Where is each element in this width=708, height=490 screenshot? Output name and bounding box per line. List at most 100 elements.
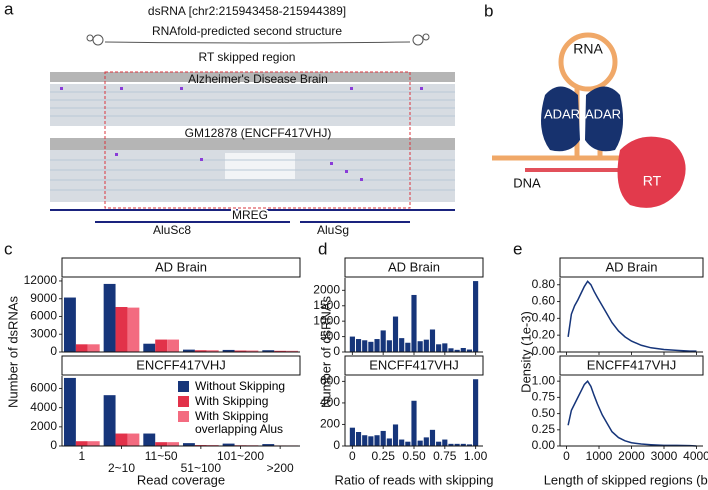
bar xyxy=(222,443,235,446)
facet-title: AD Brain xyxy=(605,259,657,274)
histogram-bar xyxy=(436,344,442,352)
y-tick-label: 400 xyxy=(320,395,340,409)
facet-title: ENCFF417VHJ xyxy=(369,357,459,372)
bar xyxy=(143,433,156,446)
histogram-bar xyxy=(380,430,386,446)
histogram-bar xyxy=(399,338,405,352)
y-tick-label: 0.60 xyxy=(532,294,556,308)
histogram-bar xyxy=(442,343,448,352)
bar xyxy=(155,442,168,446)
histogram-bar xyxy=(473,281,479,352)
legend-swatch xyxy=(178,411,189,422)
legend-entry: Without Skipping xyxy=(178,380,305,393)
facet-strip xyxy=(559,257,704,278)
legend-swatch xyxy=(178,381,189,392)
x-axis-label: Read coverage xyxy=(137,472,225,487)
histogram-bar xyxy=(374,435,380,446)
y-tick-label: 0 xyxy=(333,344,340,358)
x-tick-label: 1 xyxy=(78,449,85,463)
facet-title: AD Brain xyxy=(155,259,207,274)
y-tick-label: 0.50 xyxy=(532,406,556,420)
facet-title: ENCFF417VHJ xyxy=(587,357,677,372)
histogram-bar xyxy=(460,347,466,352)
histogram-bar xyxy=(362,435,368,446)
x-tick-label: 0 xyxy=(349,449,356,463)
bar xyxy=(206,350,219,352)
alu-label: AluSg xyxy=(317,223,349,237)
y-tick-label: 6000 xyxy=(30,381,57,395)
histogram-bar xyxy=(429,429,436,446)
y-tick-label: 1000 xyxy=(313,313,340,327)
x-tick-label: 2000 xyxy=(618,449,645,463)
y-tick-label: 6000 xyxy=(30,309,57,323)
y-tick-label: 0 xyxy=(50,438,57,452)
histogram-bar xyxy=(466,349,473,352)
bar xyxy=(262,350,275,352)
bar xyxy=(246,350,259,352)
bar xyxy=(115,433,128,446)
histogram-bar xyxy=(355,339,362,352)
x-tick-label: 0.25 xyxy=(372,449,396,463)
histogram-bar xyxy=(355,432,362,446)
y-tick-label: 0.00 xyxy=(532,438,556,452)
y-tick-label: 2000 xyxy=(30,419,57,433)
x-axis-label: Ratio of reads with skipping xyxy=(335,472,494,487)
y-tick-label: 4000 xyxy=(30,400,57,414)
histogram-bar xyxy=(386,340,392,352)
bar xyxy=(234,350,247,352)
x-tick-label: 4000 xyxy=(683,449,708,463)
y-tick-label: 200 xyxy=(320,417,340,431)
histogram-bar xyxy=(362,340,368,352)
y-tick-label: 500 xyxy=(320,329,340,343)
panel-letter: d xyxy=(318,239,327,258)
y-tick-label: 600 xyxy=(320,374,340,388)
facet-title: AD Brain xyxy=(388,259,440,274)
y-tick-label: 9000 xyxy=(30,291,57,305)
histogram-bar xyxy=(411,294,417,352)
histogram-bar xyxy=(368,436,374,446)
histogram-bar xyxy=(349,427,355,446)
legend-label: With Skipping overlapping Alus xyxy=(195,409,284,436)
histogram-bar xyxy=(429,329,436,352)
histogram-bar xyxy=(448,443,454,446)
panel-letter: b xyxy=(484,1,493,20)
histogram-bar xyxy=(460,443,466,446)
histogram-bar xyxy=(392,316,399,352)
y-tick-label: 0.20 xyxy=(532,327,556,341)
facet-strip xyxy=(61,355,301,376)
x-tick-label: 51~100 xyxy=(181,461,222,475)
x-tick-label: 2~10 xyxy=(108,461,135,475)
y-tick-label: 0.00 xyxy=(532,344,556,358)
histogram-bar xyxy=(405,441,411,446)
bar xyxy=(103,283,116,352)
y-axis-label: Number of dsRNAs xyxy=(318,296,333,408)
facet-strip xyxy=(344,355,484,376)
histogram-bar xyxy=(368,341,374,352)
histogram-bar xyxy=(423,437,429,446)
x-axis-label: Length of skipped regions (bp) xyxy=(544,472,708,487)
panel-letter: e xyxy=(513,239,522,258)
legend-entry: With Skipping xyxy=(178,395,305,408)
histogram-bar xyxy=(349,336,355,352)
y-tick-label: 0.75 xyxy=(532,390,556,404)
x-tick-label: 11~50 xyxy=(145,449,178,463)
x-tick-label: >200 xyxy=(267,461,294,475)
track-label: GM12878 (ENCFF417VHJ) xyxy=(185,126,332,140)
density-line xyxy=(567,280,697,352)
histogram-bar xyxy=(436,441,442,446)
histogram-bar xyxy=(392,424,399,446)
legend-label: With Skipping xyxy=(195,394,269,408)
x-tick-label: 0 xyxy=(563,449,570,463)
histogram-bar xyxy=(466,444,473,446)
x-tick-label: 0.75 xyxy=(433,449,457,463)
y-tick-label: 0.40 xyxy=(532,311,556,325)
y-axis-label: Number of dsRNAs xyxy=(5,296,20,408)
y-tick-label: 0.80 xyxy=(532,277,556,291)
panel-letter: c xyxy=(4,239,13,258)
bar xyxy=(87,441,100,446)
y-tick-label: 1500 xyxy=(313,298,340,312)
y-tick-label: 12000 xyxy=(24,273,58,287)
histogram-bar xyxy=(380,330,386,352)
region-label: RT skipped region xyxy=(199,50,296,64)
